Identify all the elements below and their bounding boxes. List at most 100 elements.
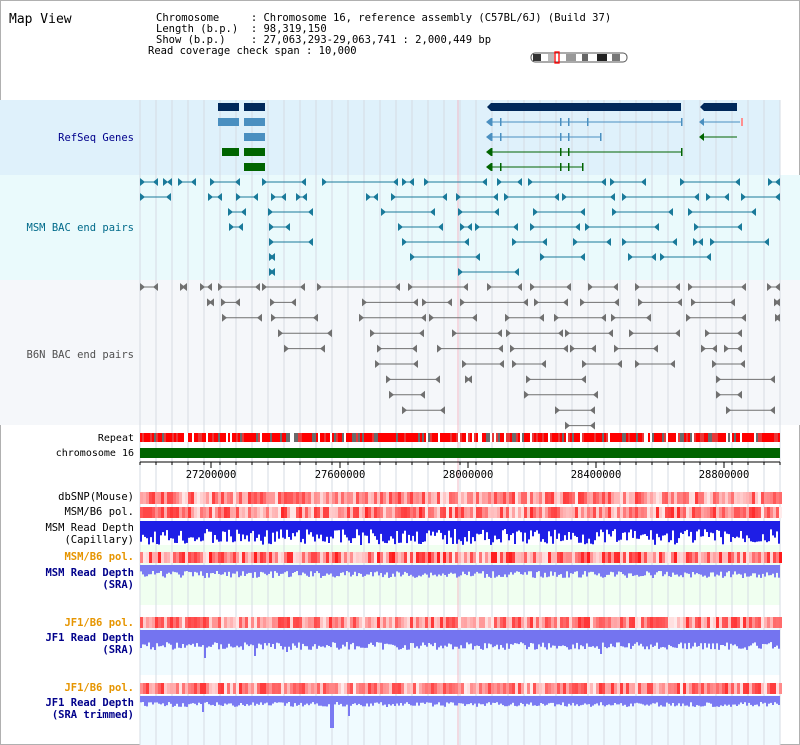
heat-cell — [437, 617, 440, 628]
heat-cell — [728, 552, 731, 563]
heat-cell — [305, 552, 308, 563]
depth-bar — [480, 696, 482, 705]
heat-cell — [578, 492, 581, 504]
heat-cell — [584, 617, 587, 628]
depth-bar — [540, 565, 542, 577]
depth-bar — [658, 696, 660, 707]
heat-cell — [392, 552, 395, 563]
heat-cell — [254, 617, 257, 628]
heat-cell — [665, 683, 668, 694]
depth-bar — [548, 696, 550, 704]
depth-bar — [604, 696, 606, 707]
heat-cell — [740, 492, 743, 504]
dbsnp-track[interactable] — [140, 492, 782, 504]
jf1-b6-pol-track-2[interactable] — [140, 683, 782, 694]
heat-cell — [305, 492, 308, 504]
bac-end-marker — [268, 208, 273, 216]
depth-bar — [438, 565, 440, 575]
msm-b6-pol-track[interactable] — [140, 507, 782, 518]
heat-cell — [380, 617, 383, 628]
heat-cell — [170, 683, 173, 694]
bac-end-marker — [438, 223, 443, 231]
depth-bar — [270, 630, 272, 647]
heat-cell — [404, 683, 407, 694]
depth-bar — [710, 630, 712, 650]
jf1-depth-sra-track[interactable] — [140, 630, 780, 658]
depth-bar — [374, 696, 376, 703]
repeat-track[interactable] — [140, 433, 780, 442]
repeat-element — [490, 433, 492, 442]
heat-cell — [674, 507, 677, 518]
depth-bar — [314, 630, 316, 645]
msm-depth-sra-track[interactable] — [140, 565, 780, 578]
heat-cell — [542, 507, 545, 518]
depth-bar — [422, 521, 424, 542]
depth-bar — [446, 696, 448, 703]
heat-cell — [770, 507, 773, 518]
depth-bar — [164, 565, 166, 578]
depth-bar — [370, 630, 372, 643]
depth-bar — [364, 565, 366, 576]
depth-bar — [156, 696, 158, 703]
repeat-element — [254, 433, 256, 442]
heat-cell — [506, 492, 509, 504]
depth-bar — [220, 630, 222, 645]
depth-bar — [638, 521, 640, 539]
depth-bar — [532, 521, 534, 537]
depth-bar — [742, 696, 744, 704]
depth-bar — [526, 696, 528, 704]
repeat-element — [762, 433, 764, 442]
jf1-depth-trim-label-2: (SRA trimmed) — [52, 709, 134, 721]
bac-end-marker — [140, 193, 145, 201]
depth-bar — [550, 565, 552, 572]
repeat-element — [302, 433, 304, 442]
heat-cell — [668, 492, 671, 504]
refseq-genes[interactable] — [218, 103, 743, 171]
depth-bar — [672, 630, 674, 648]
repeat-element — [744, 433, 746, 442]
depth-bar — [232, 696, 234, 706]
msm-bac-end-pairs[interactable] — [140, 178, 780, 276]
jf1-depth-trim-track[interactable] — [140, 696, 780, 728]
heat-cell — [206, 507, 209, 518]
depth-bar — [382, 565, 384, 578]
msm-b6-pol-track-2[interactable] — [140, 552, 782, 563]
heat-cell — [239, 552, 242, 563]
heat-cell — [566, 492, 569, 504]
bac-end-marker — [255, 283, 260, 291]
heat-cell — [683, 617, 686, 628]
depth-bar — [300, 521, 302, 543]
depth-bar — [186, 630, 188, 646]
heat-cell — [677, 617, 680, 628]
jf1-b6-pol-track[interactable] — [140, 617, 782, 628]
depth-bar — [630, 521, 632, 530]
depth-bar — [682, 565, 684, 578]
msm-depth-capillary-track[interactable] — [140, 521, 780, 545]
heat-cell — [212, 492, 215, 504]
depth-bar — [154, 565, 156, 575]
heat-cell — [635, 492, 638, 504]
heat-cell — [212, 507, 215, 518]
chromosome-bar[interactable] — [140, 448, 780, 458]
repeat-element — [436, 433, 438, 442]
repeat-element — [224, 433, 226, 442]
depth-bar — [426, 521, 428, 534]
heat-cell — [422, 492, 425, 504]
heat-cell — [464, 617, 467, 628]
heat-cell — [185, 507, 188, 518]
heat-cell — [359, 617, 362, 628]
heat-cell — [512, 507, 515, 518]
heat-cell — [602, 617, 605, 628]
repeat-element — [696, 433, 698, 442]
depth-bar — [712, 521, 714, 534]
repeat-element — [522, 433, 524, 442]
b6n-bac-end-pairs[interactable] — [140, 283, 780, 430]
chromosome-ideogram[interactable] — [530, 51, 628, 64]
heat-cell — [725, 507, 728, 518]
depth-bar — [568, 521, 570, 532]
heat-cell — [227, 492, 230, 504]
depth-bar — [742, 630, 744, 649]
depth-bar — [274, 630, 276, 649]
repeat-element — [398, 433, 400, 442]
depth-bar — [242, 521, 244, 535]
